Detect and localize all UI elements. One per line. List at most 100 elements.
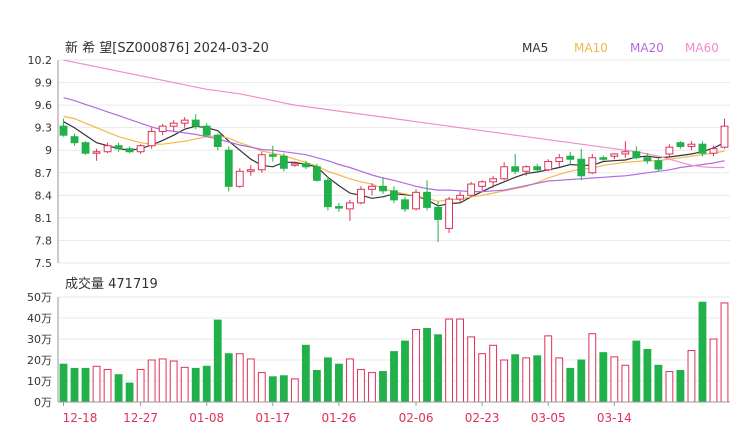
candlestick [368,183,376,196]
volume-bar [136,368,145,403]
date-tick-label: 12-27 [123,411,158,425]
legend-ma60: MA60 [685,41,719,55]
price-tick-label: 9 [45,144,52,157]
candlestick [312,163,321,182]
candle-body [489,178,498,183]
candlestick [390,186,398,203]
legend-ma20: MA20 [630,41,664,55]
candlestick [687,141,696,151]
candlestick [191,114,200,130]
volume-bar [70,367,79,403]
candle-body [445,198,453,229]
volume-bar [357,368,365,403]
price-tick-label: 8.7 [35,167,53,180]
legend-ma10: MA10 [574,41,608,55]
candlestick [467,181,476,197]
volume-bar [301,344,310,403]
price-tick-label: 8.1 [35,212,53,225]
candlestick [676,141,685,149]
volume-bar [555,357,564,403]
volume-bar [698,301,707,403]
volume-bar [191,367,200,403]
candlestick [279,153,288,172]
candlestick [357,186,365,205]
date-tick-label: 03-14 [597,411,632,425]
volume-label: 成交量 471719 [65,276,158,292]
candle-body [368,185,376,190]
candle-body [125,148,134,153]
volume-bar [445,318,453,403]
date-tick-label: 12-18 [63,411,98,425]
candlestick [290,161,299,167]
price-tick-label: 9.9 [35,77,53,90]
volume-bar [500,359,509,403]
candlestick [412,189,420,211]
candlestick [720,118,729,149]
price-tick-label: 7.5 [35,257,53,270]
candlestick [423,180,431,211]
volume-bar [103,368,112,403]
volume-bar [169,360,178,403]
candlestick [136,144,145,154]
volume-bar [257,372,266,403]
candle-body [720,125,729,148]
volume-bar [147,359,156,403]
candle-body [180,119,189,124]
candlestick [599,155,608,161]
volume-bar [368,372,376,403]
candle-body [599,157,608,160]
candle-body [577,158,586,177]
candle-body [511,166,520,172]
volume-bar [434,334,442,403]
volume-bar [268,376,277,403]
candle-body [70,136,79,144]
volume-bar [246,358,255,403]
candlestick [522,165,531,176]
volume-bar [92,365,101,403]
candle-body [202,125,211,136]
candle-body [423,191,431,208]
candle-body [268,154,277,157]
candlestick [169,120,178,132]
candlestick [70,133,79,146]
ma-line-ma60 [63,59,725,169]
volume-bar [224,353,233,403]
candle-body [114,145,123,150]
candlestick [401,196,409,212]
volume-bar [412,329,420,403]
candlestick [588,153,597,175]
volume-bar [621,364,630,403]
candlestick [665,144,674,158]
volume-bar [478,353,487,403]
candlestick [235,168,244,188]
volume-bar [511,354,520,403]
candle-body [676,142,685,147]
candle-body [246,169,255,172]
volume-bar [401,340,409,403]
volume-bar [390,351,398,403]
candle-body [654,160,663,170]
chart-title: 新 希 望[SZ000876] 2024-03-20 [65,40,269,56]
volume-bar [467,336,476,403]
volume-bar [158,358,167,403]
candlestick [257,151,266,173]
volume-bar [566,367,575,403]
candlestick [114,142,123,152]
candlestick [158,123,167,136]
price-y-axis: 10.2 9.9 9.6 9.3 9 8.7 8.4 8.1 7.8 7.5 [28,54,59,270]
candle-body [224,149,233,187]
candlestick [268,145,277,162]
candle-body [390,190,398,201]
candle-body [621,151,630,155]
candlestick [654,157,663,172]
candlestick [577,148,586,181]
volume-bar [632,340,641,403]
candle-body [191,119,200,127]
volume-bar [312,370,321,403]
candlestick [213,133,222,151]
volume-tick-label: 40万 [27,312,52,325]
candle-body [279,155,288,169]
volume-bar [665,371,674,403]
date-tick-label: 03-05 [531,411,566,425]
candlestick [246,165,255,176]
